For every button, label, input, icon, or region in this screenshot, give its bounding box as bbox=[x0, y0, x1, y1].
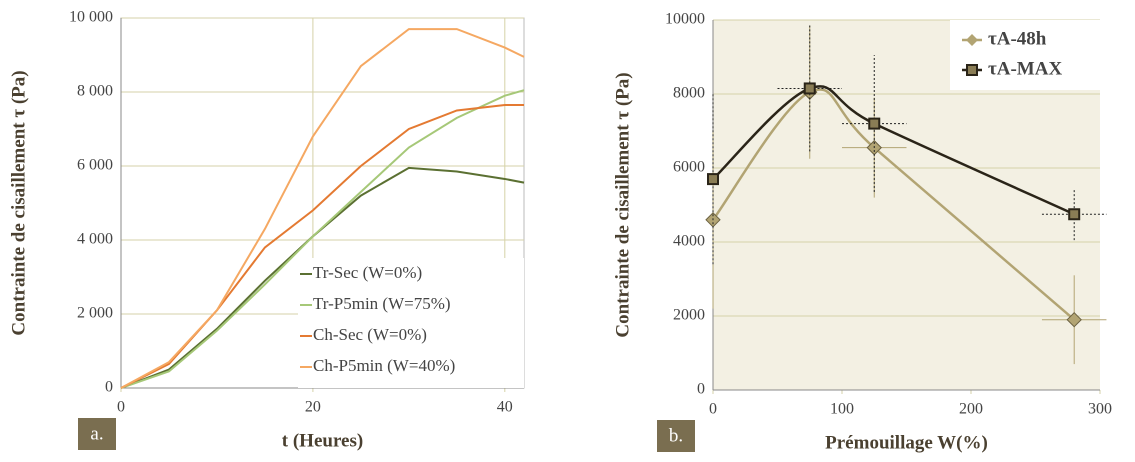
legend-label: τA-48h bbox=[988, 28, 1047, 49]
y-tick-label: 6 000 bbox=[77, 157, 113, 174]
x-tick-label: 40 bbox=[497, 399, 513, 416]
y-tick-label: 10 000 bbox=[69, 9, 113, 26]
y-tick-label: 2000 bbox=[673, 307, 705, 324]
legend-label: Ch-Sec (W=0%) bbox=[313, 325, 427, 344]
legend-marker bbox=[966, 64, 978, 76]
legend-label: Ch-P5min (W=40%) bbox=[313, 356, 455, 375]
y-tick-label: 0 bbox=[105, 379, 113, 396]
x-tick-label: 100 bbox=[830, 401, 854, 418]
legend-box bbox=[950, 20, 1100, 90]
marker bbox=[707, 173, 719, 186]
panel-tag-box bbox=[657, 420, 695, 452]
x-tick-label: 0 bbox=[117, 399, 125, 416]
y-tick-label: 4 000 bbox=[77, 231, 113, 248]
x-tick-label: 0 bbox=[709, 401, 717, 418]
legend-box bbox=[298, 258, 524, 388]
series-line bbox=[712, 88, 1076, 321]
y-tick-label: 0 bbox=[697, 381, 705, 398]
y-tick-label: 8 000 bbox=[77, 83, 113, 100]
x-tick-label: 300 bbox=[1088, 401, 1112, 418]
y-tick-label: 10000 bbox=[665, 11, 705, 28]
x-tick-label: 20 bbox=[305, 399, 321, 416]
marker bbox=[1068, 208, 1081, 221]
y-axis-title: Contrainte de cisaillement τ (Pa) bbox=[612, 72, 633, 337]
series-line bbox=[120, 28, 525, 389]
panel-tag: b. bbox=[669, 425, 683, 446]
legend-label: τA-MAX bbox=[988, 58, 1062, 79]
legend-label: Tr-Sec (W=0%) bbox=[313, 263, 422, 282]
marker bbox=[868, 117, 881, 130]
panel-tag: a. bbox=[90, 423, 103, 444]
legend-marker bbox=[966, 34, 978, 46]
x-axis-title: Prémouillage W(%) bbox=[825, 432, 988, 453]
x-axis-title: t (Heures) bbox=[282, 430, 363, 451]
series-line bbox=[120, 166, 525, 389]
y-axis-title: Contrainte de cisaillement τ (Pa) bbox=[8, 70, 29, 335]
series-line bbox=[712, 85, 1075, 216]
marker bbox=[1066, 311, 1082, 328]
y-tick-label: 8000 bbox=[673, 85, 705, 102]
marker bbox=[803, 82, 816, 95]
legend-label: Tr-P5min (W=75%) bbox=[313, 294, 451, 313]
panel-tag-box bbox=[78, 418, 116, 450]
y-tick-label: 6000 bbox=[673, 159, 705, 176]
y-tick-label: 4000 bbox=[673, 233, 705, 250]
x-tick-label: 200 bbox=[959, 401, 983, 418]
y-tick-label: 2 000 bbox=[77, 305, 113, 322]
